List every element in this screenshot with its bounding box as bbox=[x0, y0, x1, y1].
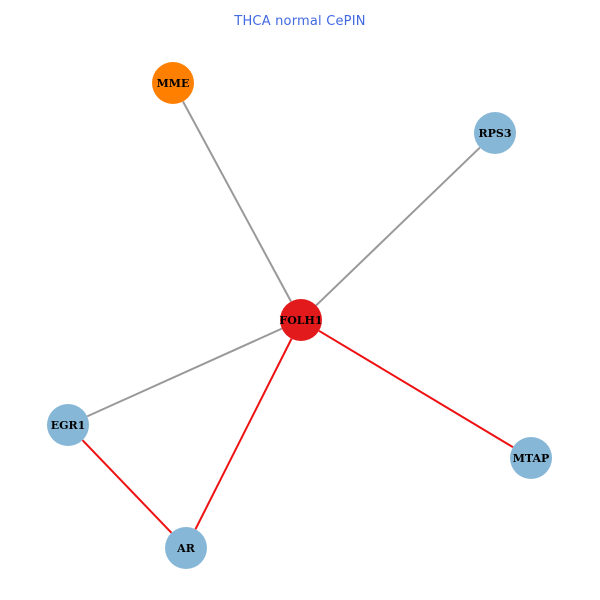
node-circle-ar[interactable] bbox=[165, 527, 207, 569]
graph-edge-rps3-folh1[interactable] bbox=[315, 146, 481, 307]
node-label-ar: AR bbox=[176, 542, 196, 555]
page-title: THCA normal CePIN bbox=[234, 14, 366, 29]
node-label-folh1: FOLH1 bbox=[279, 314, 322, 327]
graph-edge-mme-folh1[interactable] bbox=[182, 101, 292, 302]
graph-edge-folh1-mtap[interactable] bbox=[318, 329, 514, 449]
node-circle-mtap[interactable] bbox=[510, 437, 552, 479]
node-label-mme: MME bbox=[157, 77, 190, 90]
node-label-rps3: RPS3 bbox=[478, 127, 511, 140]
graph-node-folh1[interactable]: FOLH1 bbox=[279, 299, 323, 341]
graph-edge-folh1-ar[interactable] bbox=[194, 338, 293, 530]
graph-edge-egr1-ar[interactable] bbox=[81, 439, 173, 534]
node-circle-folh1[interactable] bbox=[280, 299, 322, 341]
node-circle-rps3[interactable] bbox=[474, 112, 516, 154]
node-circle-egr1[interactable] bbox=[47, 404, 89, 446]
node-circle-mme[interactable] bbox=[152, 62, 194, 104]
graph-node-rps3[interactable]: RPS3 bbox=[474, 112, 516, 154]
graph-node-mme[interactable]: MME bbox=[152, 62, 194, 104]
node-label-egr1: EGR1 bbox=[51, 419, 86, 432]
edge-layer bbox=[81, 101, 514, 534]
node-layer: MME RPS3 FOLH1 EGR1 MTAP AR bbox=[47, 62, 552, 569]
graph-node-mtap[interactable]: MTAP bbox=[510, 437, 552, 479]
graph-edge-egr1-folh1[interactable] bbox=[86, 327, 283, 418]
graph-node-egr1[interactable]: EGR1 bbox=[47, 404, 89, 446]
node-label-mtap: MTAP bbox=[513, 452, 550, 465]
graph-node-ar[interactable]: AR bbox=[165, 527, 207, 569]
